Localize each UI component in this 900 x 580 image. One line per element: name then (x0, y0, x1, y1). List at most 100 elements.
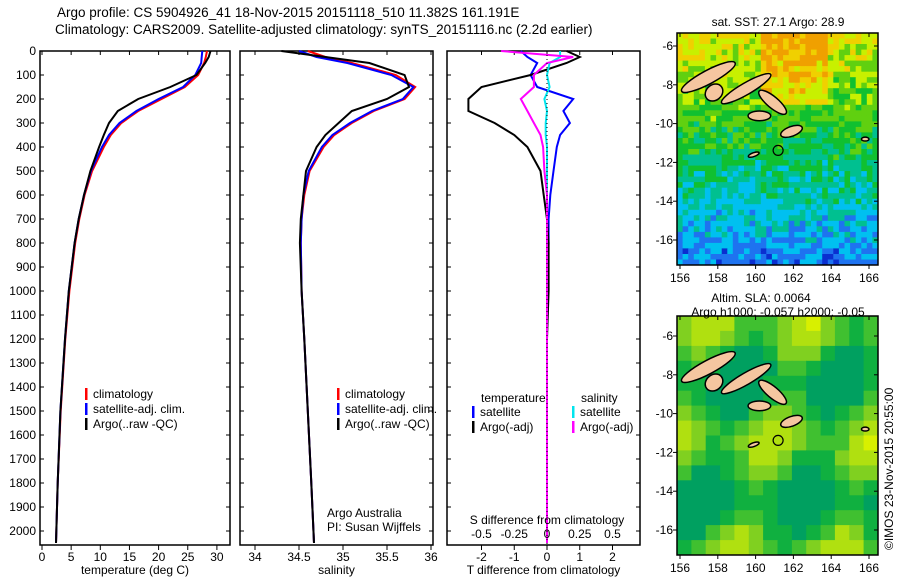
sst-cell (744, 215, 751, 222)
sst-cell (749, 248, 756, 255)
sst-cell (872, 248, 879, 255)
sst-cell (716, 248, 723, 255)
x-tick-label: 25 (181, 550, 195, 564)
sla-cell (791, 345, 807, 362)
sst-cell (844, 193, 851, 200)
sst-cell (677, 182, 684, 189)
sst-cell (816, 226, 823, 233)
sst-cell (771, 187, 778, 194)
sst-cell (866, 165, 873, 172)
sst-cell (777, 209, 784, 216)
sst-cell (738, 176, 745, 183)
sst-cell (704, 220, 711, 227)
sst-cell (850, 126, 857, 133)
sst-cell (704, 165, 711, 172)
sst-cell (727, 165, 734, 172)
sst-cell (855, 160, 862, 166)
sst-cell (721, 231, 728, 238)
sst-cell (788, 248, 795, 255)
sla-cell (806, 420, 822, 436)
sla-cell (863, 525, 879, 541)
sla-cell (705, 390, 721, 407)
sst-cell (811, 248, 818, 255)
sst-cell (794, 149, 801, 155)
sst-cell (811, 237, 818, 244)
sst-cell (710, 126, 717, 133)
sst-cell (844, 121, 851, 128)
sst-cell (766, 220, 773, 227)
sst-cell (844, 33, 851, 39)
sst-cell (721, 115, 728, 122)
sst-cell (744, 143, 751, 150)
sst-cell (794, 60, 801, 67)
sla-cell (677, 435, 692, 451)
sla-cell (806, 480, 822, 496)
sst-cell (844, 99, 851, 106)
sst-cell (794, 165, 801, 172)
sst-cell (777, 198, 784, 205)
sst-cell (760, 193, 767, 200)
sst-cell (771, 237, 778, 244)
sla-cell (777, 435, 793, 451)
sla-cell (834, 480, 850, 496)
sst-cell (833, 237, 840, 244)
sst-cell (816, 93, 823, 100)
sst-cell (766, 77, 773, 84)
sst-cell (833, 121, 840, 128)
sst-cell (805, 104, 812, 111)
sst-cell (838, 66, 845, 73)
sst-cell (838, 110, 845, 117)
sst-cell (755, 187, 762, 194)
x-tick-label: 30 (210, 550, 224, 564)
sst-cell (850, 110, 857, 117)
sst-cell (699, 254, 706, 260)
sst-cell (749, 149, 756, 155)
sst-cell (704, 237, 711, 244)
sla-cell (691, 405, 707, 421)
sst-cell (855, 49, 862, 56)
sst-cell (872, 44, 879, 50)
sst-cell (688, 176, 695, 183)
sla-cell (820, 465, 836, 481)
sst-cell (766, 231, 773, 238)
sst-cell (855, 104, 862, 111)
sst-cell (693, 226, 700, 233)
sst-cell (833, 38, 840, 45)
sst-cell (855, 231, 862, 238)
sst-cell (794, 121, 801, 128)
sst-cell (866, 138, 873, 144)
sst-cell (838, 254, 845, 260)
sst-cell (760, 38, 767, 45)
sst-cell (794, 132, 801, 139)
sst-cell (760, 82, 767, 89)
sst-cell (861, 121, 868, 128)
sst-cell (816, 149, 823, 155)
sst-cell (766, 165, 773, 172)
sst-cell (855, 182, 862, 189)
sst-cell (693, 248, 700, 255)
sst-cell (866, 215, 873, 222)
sst-cell (855, 209, 862, 216)
sst-cell (727, 49, 734, 56)
sla-cell (834, 405, 850, 421)
legend-swatch (85, 388, 88, 400)
sst-cell (744, 182, 751, 189)
sst-cell (822, 110, 829, 117)
sla-cell (777, 330, 793, 347)
sla-cell (691, 525, 707, 541)
sst-cell (755, 93, 762, 100)
sst-cell (866, 226, 873, 233)
sst-cell (749, 93, 756, 100)
sst-cell (777, 182, 784, 189)
sst-cell (744, 132, 751, 139)
sst-cell (771, 242, 778, 249)
sst-cell (760, 66, 767, 73)
sst-cell (783, 171, 790, 178)
y-tick-label: 1100 (10, 308, 36, 322)
x-tick-label: -1 (509, 550, 520, 564)
x-tick-label: 0 (39, 550, 46, 564)
sst-cell (844, 44, 851, 50)
sst-cell (783, 149, 790, 155)
